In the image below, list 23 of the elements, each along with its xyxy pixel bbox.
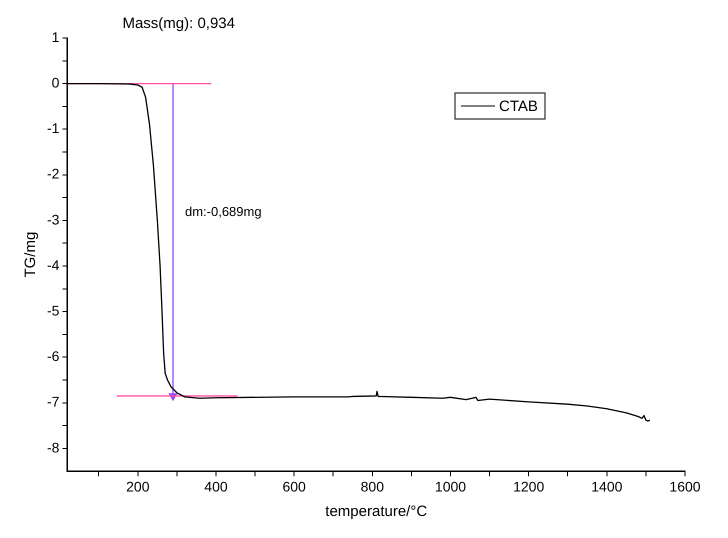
x-tick-label: 1200 (513, 478, 544, 494)
y-tick-label: -3 (46, 211, 60, 228)
y-axis-title: TG/mg (22, 232, 40, 278)
x-tick-label: 800 (360, 478, 384, 494)
y-tick-label: 0 (52, 74, 60, 90)
x-tick-label: 600 (282, 478, 306, 494)
y-tick-label: -4 (46, 256, 60, 273)
y-tick-label: -2 (46, 166, 60, 182)
x-tick-label: 200 (126, 478, 150, 494)
annotation: dm:-0,689mg (184, 204, 262, 219)
chart-title: Mass(mg): 0,934 (122, 15, 235, 32)
y-tick-label: -5 (46, 302, 60, 318)
x-tick-label: 400 (204, 478, 228, 494)
legend-label: CTAB (499, 98, 538, 116)
y-tick-label: 1 (52, 28, 60, 45)
x-axis-title: temperature/°C (325, 503, 428, 520)
y-tick-label: -7 (46, 394, 60, 410)
x-tick-label: 1000 (434, 478, 466, 494)
y-tick-label: -1 (46, 120, 60, 136)
x-tick-label: 1600 (669, 478, 701, 494)
y-tick-label: -8 (46, 439, 60, 456)
y-tick-label: -6 (46, 348, 60, 364)
x-tick-label: 1400 (591, 478, 623, 494)
